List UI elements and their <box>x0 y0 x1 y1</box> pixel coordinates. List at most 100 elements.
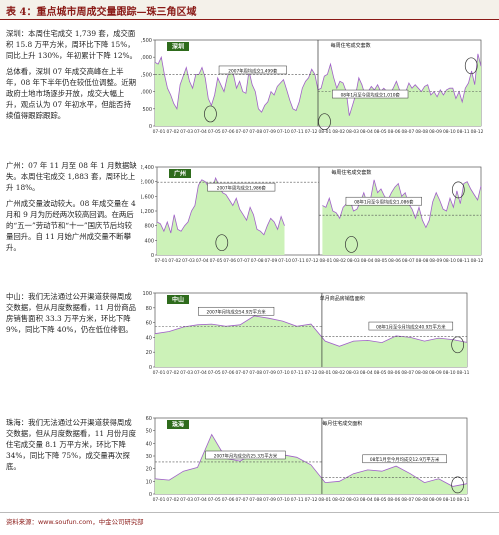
x-tick-label: 08-11 <box>457 258 470 264</box>
x-tick-label: 08-02 <box>332 370 345 376</box>
city-label: 珠海 <box>172 421 184 429</box>
highlight-circle <box>204 105 217 123</box>
x-tick-label: 07-09 <box>263 497 276 503</box>
city-badge <box>167 42 189 51</box>
x-tick-label: 08-01 <box>318 497 331 503</box>
x-tick-label: 08-08 <box>415 497 428 503</box>
x-tick-label: 07-10 <box>277 370 290 376</box>
guangzhou-block: 广州：07 年 11 月至 08 年 1 月数据缺失。本周住宅成交 1,883 … <box>0 155 499 279</box>
table-title: 表 4：重点城市周成交量跟踪—珠三角区域 <box>6 7 197 18</box>
x-tick-label: 07-02 <box>166 370 179 376</box>
series-line <box>154 315 468 347</box>
highlight-circle <box>345 236 358 253</box>
y-tick-label: 0 <box>149 124 152 130</box>
y-tick-label: 50 <box>146 429 152 435</box>
x-tick-label: 08-07 <box>401 370 414 376</box>
annotation-box <box>368 321 454 331</box>
x-tick-label: 07-03 <box>180 370 193 376</box>
x-tick-label: 08-12 <box>471 129 484 135</box>
x-tick-label: 08-04 <box>360 497 373 503</box>
annotation-box <box>218 65 287 75</box>
zhongshan-chart: 0 20 40 60 80 100 2007年月均成交54.9万平方米 08年1月至今月均成交… <box>141 285 495 385</box>
city-label: 深圳 <box>172 43 184 51</box>
x-tick-label: 07-05 <box>208 129 221 135</box>
description-paragraph: 中山：我们无法通过公开渠道获得周成交数据，但从月度数据看，11 月份商品房销售面… <box>6 292 137 334</box>
x-tick-label: 07-01 <box>153 497 166 503</box>
highlight-circle <box>318 113 331 131</box>
x-tick-label: 08-08 <box>415 370 428 376</box>
x-tick-label: 08-03 <box>347 258 360 264</box>
x-tick-label: 07-03 <box>180 129 193 135</box>
y-tick-label: 40 <box>146 335 152 341</box>
annotation-label: 2007年月均成交54.9万平方米 <box>207 309 267 316</box>
chart-title: 每周住宅成交套数 <box>331 42 371 49</box>
highlight-circle <box>451 336 464 354</box>
x-tick-label: 08-07 <box>402 258 415 264</box>
x-tick-label: 07-01 <box>155 258 168 264</box>
guangzhou-chart: 0 400 800 1,200 1,600 2,000 2,400 2007年周均成交1,98… <box>141 159 495 275</box>
y-tick-label: 1,000 <box>141 90 152 96</box>
x-tick-label: 08-08 <box>415 129 428 135</box>
x-tick-label: 08-04 <box>360 129 373 135</box>
annotation-box <box>205 450 286 460</box>
x-tick-label: 07-01 <box>153 370 166 376</box>
x-tick-label: 07-10 <box>277 497 290 503</box>
x-tick-label: 07-06 <box>222 370 235 376</box>
description-paragraph: 广州：07 年 11 月至 08 年 1 月数据缺失。本周住宅成交 1,883 … <box>6 161 137 192</box>
y-tick-label: 1,200 <box>141 209 154 215</box>
zhuhai-chart: 0 10 20 30 40 50 60 2007年月均成交约25.3万平方米 08年1月至今月均… <box>141 410 495 510</box>
city-label: 中山 <box>172 296 184 304</box>
x-tick-label: 07-04 <box>194 129 207 135</box>
annotation-label: 2007年周均成交1,499套 <box>228 67 278 74</box>
series-area <box>155 434 467 494</box>
x-tick-label: 08-09 <box>429 370 442 376</box>
annotation-box <box>198 306 275 316</box>
x-tick-label: 07-09 <box>263 370 276 376</box>
x-tick-label: 07-12 <box>305 497 318 503</box>
x-tick-label: 08-11 <box>457 370 470 376</box>
x-tick-label: 07-07 <box>237 258 250 264</box>
x-tick-label: 07-11 <box>291 370 304 376</box>
y-tick-label: 80 <box>146 306 152 312</box>
y-tick-label: 0 <box>149 365 152 371</box>
y-tick-label: 800 <box>144 224 154 230</box>
x-tick-label: 07-08 <box>251 258 264 264</box>
highlight-circle <box>451 476 464 494</box>
y-tick-label: 40 <box>146 441 152 447</box>
shenzhen-description: 深圳：本周住宅成交 1,739 套，成交面积 15.8 万平方米，周环比下降 1… <box>6 29 138 127</box>
x-tick-label: 07-04 <box>194 497 207 503</box>
annotation-label: 2007年月均成交约25.3万平方米 <box>214 452 278 459</box>
y-tick-label: 500 <box>142 107 152 113</box>
y-tick-label: 60 <box>146 416 152 422</box>
y-tick-label: 1,500 <box>141 72 152 78</box>
x-tick-label: 08-02 <box>333 258 346 264</box>
x-tick-label: 07-09 <box>263 129 276 135</box>
y-tick-label: 400 <box>144 238 154 244</box>
y-tick-label: 20 <box>146 467 152 473</box>
city-badge <box>167 295 189 304</box>
x-tick-label: 08-10 <box>443 258 456 264</box>
x-tick-label: 08-10 <box>443 129 456 135</box>
x-tick-label: 07-07 <box>236 497 249 503</box>
series-area <box>155 315 467 367</box>
x-tick-label: 08-09 <box>429 129 442 135</box>
description-paragraph: 珠海：我们无法通过公开渠道获得周成交数据，但从月度数据看，11 月份月度住宅成交… <box>6 418 137 471</box>
x-tick-label: 07-08 <box>249 370 262 376</box>
x-tick-label: 07-02 <box>168 258 181 264</box>
annotation-box <box>207 182 276 192</box>
city-label: 广州 <box>174 170 186 178</box>
y-tick-label: 2,000 <box>141 180 154 186</box>
x-tick-label: 07-06 <box>222 497 235 503</box>
x-tick-label: 08-03 <box>346 129 359 135</box>
x-tick-label: 07-11 <box>291 497 304 503</box>
source-note: 资料来源：www.soufun.com，中金公司研究部 <box>6 518 144 526</box>
shenzhen-chart-svg: 0 500 1,000 1,500 2,000 2,500 2007年周均成交1,499套 0… <box>141 38 484 135</box>
x-tick-label: 07-01 <box>153 129 166 135</box>
description-paragraph: 总体看，深圳 07 年成交高峰在上半年，08 年下半年仍在较低位调整。近期政府土… <box>6 66 137 120</box>
zhongshan-chart-svg: 0 20 40 60 80 100 2007年月均成交54.9万平方米 08年1月至今月均成交… <box>142 291 470 376</box>
x-tick-label: 07-12 <box>306 258 319 264</box>
x-tick-label: 08-06 <box>388 129 401 135</box>
series-line <box>154 433 468 487</box>
x-tick-label: 08-05 <box>374 258 387 264</box>
series-area <box>155 53 481 126</box>
